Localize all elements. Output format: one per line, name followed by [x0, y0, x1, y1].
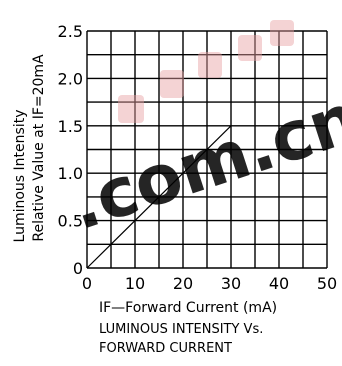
y-tick-label: 2.5	[58, 22, 83, 41]
x-axis-label: IF—Forward Current (mA)	[99, 300, 277, 316]
x-tick-labels: 0 10 20 30 40 50	[82, 274, 337, 293]
y-tick-label: 2.0	[58, 69, 83, 88]
x-tick-label: 40	[269, 274, 289, 293]
x-tick-label: 10	[125, 274, 145, 293]
y-axis-label-line2: Relative Value at IF=20mA	[31, 54, 47, 242]
watermark: .com.cn	[61, 20, 342, 246]
x-tick-label: 50	[317, 274, 337, 293]
y-tick-label: 0	[73, 259, 83, 278]
series-line	[86, 125, 232, 269]
y-tick-label: 0.5	[58, 212, 83, 231]
watermark-seal-glyphs	[118, 20, 294, 123]
y-tick-label: 1.0	[58, 164, 83, 183]
caption-line1: LUMINOUS INTENSITY Vs.	[99, 322, 263, 337]
y-tick-label: 1.5	[58, 117, 83, 136]
grid	[86, 30, 328, 269]
y-axis-label-line1: Luminous Intensity	[12, 110, 28, 243]
caption-line2: FORWARD CURRENT	[99, 341, 232, 356]
x-tick-label: 0	[82, 274, 92, 293]
x-tick-label: 30	[221, 274, 241, 293]
x-tick-label: 20	[173, 274, 193, 293]
y-tick-labels: 0 0.5 1.0 1.5 2.0 2.5	[58, 22, 83, 278]
series-layer	[86, 125, 232, 269]
